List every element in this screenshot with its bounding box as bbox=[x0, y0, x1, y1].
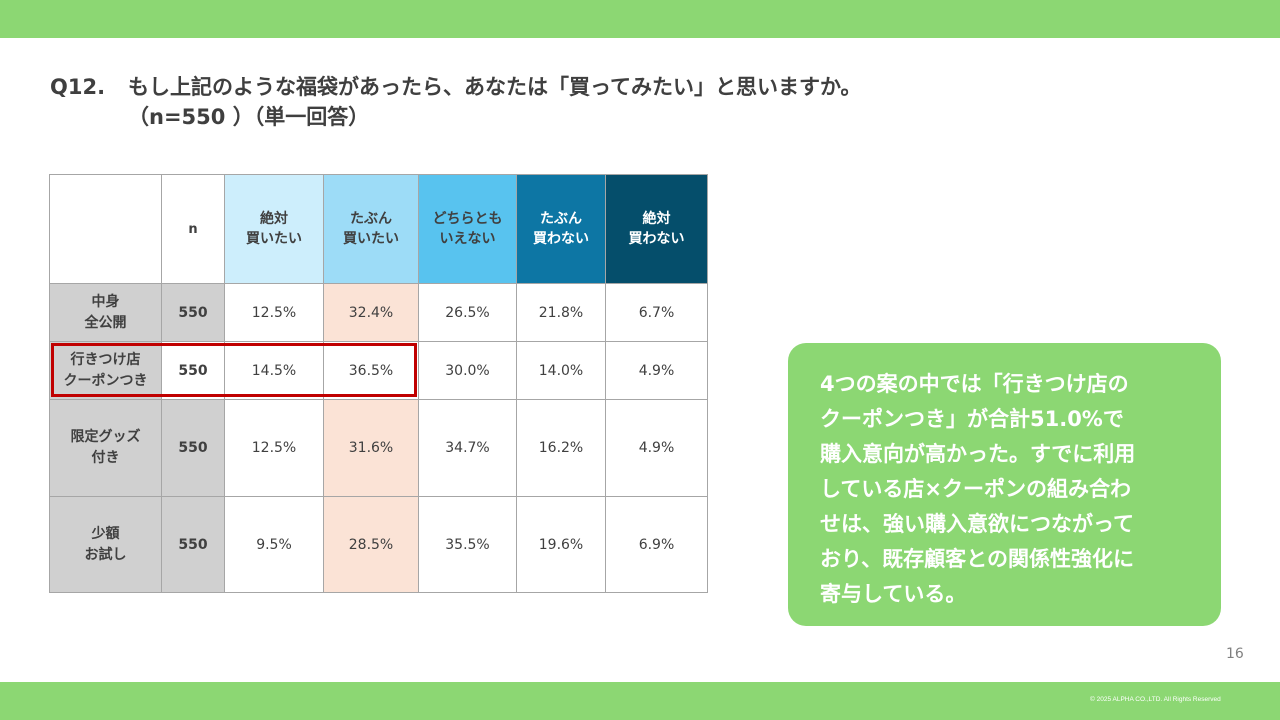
value-cell: 26.5% bbox=[418, 283, 517, 342]
value-cell: 4.9% bbox=[605, 399, 708, 497]
value-cell: 14.0% bbox=[516, 341, 606, 400]
callout-line: 購入意向が高かった。すでに利用 bbox=[820, 442, 1136, 466]
value-cell: 12.5% bbox=[224, 283, 324, 342]
sample-size-cell: 550 bbox=[161, 283, 225, 342]
callout-line: 寄与している。 bbox=[820, 582, 967, 606]
value-cell: 4.9% bbox=[605, 341, 708, 400]
value-cell: 6.7% bbox=[605, 283, 708, 342]
table-row: 行きつけ店 クーポンつき 550 14.5% 36.5% 30.0% 14.0% … bbox=[49, 341, 708, 400]
value-cell: 9.5% bbox=[224, 496, 324, 593]
highlight-frame bbox=[51, 343, 417, 397]
value-cell: 36.5% bbox=[323, 341, 419, 400]
value-cell: 6.9% bbox=[605, 496, 708, 593]
value-cell: 19.6% bbox=[516, 496, 606, 593]
table-header-row: n 絶対 買いたい たぶん 買いたい どちらとも いえない たぶん 買わない 絶対 買わな… bbox=[49, 174, 708, 284]
value-cell: 16.2% bbox=[516, 399, 606, 497]
value-cell: 31.6% bbox=[323, 399, 419, 497]
value-cell: 30.0% bbox=[418, 341, 517, 400]
column-header-probably-not-buy: たぶん 買わない bbox=[516, 174, 606, 284]
callout-line: 4つの案の中では「行きつけ店の bbox=[820, 372, 1129, 396]
value-cell: 34.7% bbox=[418, 399, 517, 497]
table-row: 中身 全公開 550 12.5% 32.4% 26.5% 21.8% 6.7% bbox=[49, 283, 708, 342]
column-header-n: n bbox=[161, 174, 225, 284]
value-cell: 21.8% bbox=[516, 283, 606, 342]
question-number: Q12. bbox=[50, 75, 106, 99]
callout-line: おり、既存顧客との関係性強化に bbox=[820, 547, 1134, 571]
row-label: 限定グッズ 付き bbox=[49, 399, 162, 497]
value-cell: 28.5% bbox=[323, 496, 419, 593]
value-cell: 32.4% bbox=[323, 283, 419, 342]
top-accent-bar bbox=[0, 0, 1280, 38]
column-header-probably-buy: たぶん 買いたい bbox=[323, 174, 419, 284]
column-header-neutral: どちらとも いえない bbox=[418, 174, 517, 284]
question-heading: Q12. もし上記のような福袋があったら、あなたは「買ってみたい」と思いますか。 … bbox=[50, 72, 862, 132]
value-cell: 35.5% bbox=[418, 496, 517, 593]
question-text: もし上記のような福袋があったら、あなたは「買ってみたい」と思いますか。 bbox=[128, 75, 862, 99]
page-number: 16 bbox=[1226, 646, 1244, 662]
value-cell: 12.5% bbox=[224, 399, 324, 497]
callout-line: せは、強い購入意欲につながって bbox=[820, 512, 1134, 536]
summary-callout: 4つの案の中では「行きつけ店の クーポンつき」が合計51.0%で 購入意向が高か… bbox=[788, 343, 1221, 626]
callout-line: している店×クーポンの組み合わ bbox=[820, 477, 1131, 501]
sample-size-cell: 550 bbox=[161, 399, 225, 497]
row-label: 少額 お試し bbox=[49, 496, 162, 593]
table-row: 限定グッズ 付き 550 12.5% 31.6% 34.7% 16.2% 4.9% bbox=[49, 399, 708, 497]
table-corner-cell bbox=[49, 174, 162, 284]
copyright-notice: © 2025 ALPHA CO.,LTD. All Rights Reserve… bbox=[1090, 696, 1221, 703]
callout-line: クーポンつき」が合計51.0%で bbox=[820, 407, 1124, 431]
column-header-definitely-not-buy: 絶対 買わない bbox=[605, 174, 708, 284]
row-label: 行きつけ店 クーポンつき bbox=[49, 341, 162, 400]
bottom-accent-bar bbox=[0, 682, 1280, 720]
value-cell: 14.5% bbox=[224, 341, 324, 400]
survey-results-table: n 絶対 買いたい たぶん 買いたい どちらとも いえない たぶん 買わない 絶対 買わな… bbox=[49, 174, 708, 593]
table-row: 少額 お試し 550 9.5% 28.5% 35.5% 19.6% 6.9% bbox=[49, 496, 708, 593]
column-header-definitely-buy: 絶対 買いたい bbox=[224, 174, 324, 284]
row-label: 中身 全公開 bbox=[49, 283, 162, 342]
question-subtitle: （n=550 ）（単一回答） bbox=[128, 105, 370, 129]
sample-size-cell: 550 bbox=[161, 341, 225, 400]
sample-size-cell: 550 bbox=[161, 496, 225, 593]
